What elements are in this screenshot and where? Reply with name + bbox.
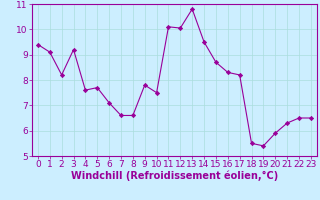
X-axis label: Windchill (Refroidissement éolien,°C): Windchill (Refroidissement éolien,°C) — [71, 171, 278, 181]
